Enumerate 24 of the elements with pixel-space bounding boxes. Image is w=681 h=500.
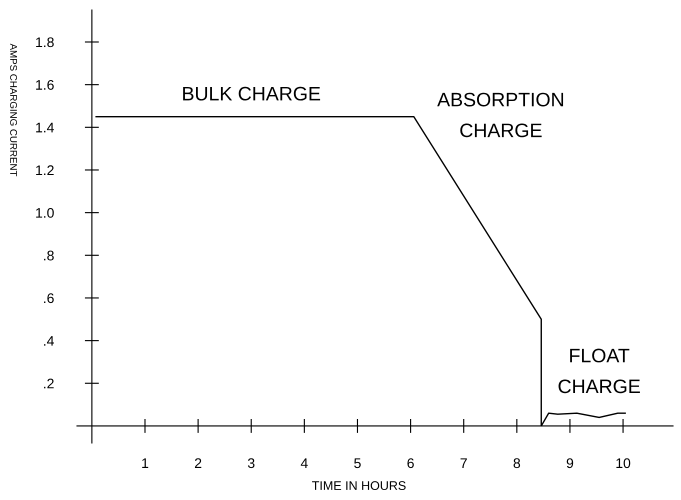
x-tick-label: 10 (616, 458, 630, 468)
y-tick-label: 1.2 (36, 165, 54, 176)
y-axis-title: AMPS CHARGING CURRENT (10, 44, 17, 176)
x-tick-label: 9 (566, 458, 574, 468)
x-tick-label: 5 (354, 458, 361, 468)
y-tick-label: 1.0 (36, 208, 54, 218)
y-tick-label: 1.8 (36, 37, 54, 48)
y-tick-label: .2 (44, 378, 54, 388)
x-axis-title: TIME IN HOURS (312, 481, 406, 490)
x-tick-label: 4 (300, 458, 308, 468)
annotation: ABSORPTION CHARGE (437, 92, 564, 138)
x-tick-label: 6 (407, 458, 414, 468)
x-tick-label: 3 (248, 458, 254, 468)
y-tick-label: .4 (44, 336, 54, 346)
x-tick-label: 8 (514, 458, 520, 468)
y-tick-label: 1.6 (36, 80, 54, 90)
y-tick-label: 1.4 (36, 122, 54, 132)
annotation: FLOAT CHARGE (558, 348, 640, 394)
x-tick-label: 7 (460, 458, 467, 468)
y-tick-label: .8 (44, 250, 54, 260)
x-tick-label: 2 (194, 458, 202, 468)
annotation: BULK CHARGE (183, 86, 320, 101)
y-tick-label: .6 (44, 293, 54, 304)
x-tick-label: 1 (142, 458, 148, 468)
